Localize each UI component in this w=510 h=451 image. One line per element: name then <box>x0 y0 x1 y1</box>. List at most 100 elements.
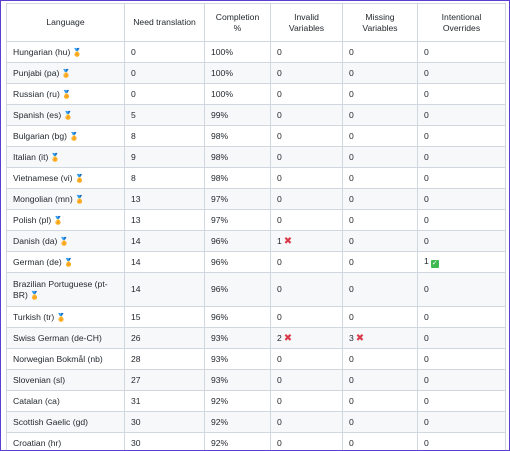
intentional-overrides-value: 0 <box>424 151 429 162</box>
column-header-missing-variables: Missing Variables <box>342 3 418 42</box>
medal-icon: 🏅 <box>72 47 83 57</box>
missing-variables-cell: 0 <box>342 306 418 328</box>
missing-variables-cell: 0 <box>342 167 418 189</box>
completion-value: 96% <box>211 311 229 322</box>
missing-variables-value: 0 <box>349 67 354 78</box>
completion-cell: 96% <box>204 306 271 328</box>
language-name: Italian (it) <box>13 151 49 162</box>
column-header-completion: Completion % <box>204 3 271 42</box>
cross-mark-icon: ✖ <box>355 332 365 344</box>
invalid-variables-value: 0 <box>277 437 282 448</box>
medal-icon: 🏅 <box>59 236 70 246</box>
invalid-variables-cell: 0 <box>270 390 343 412</box>
medal-icon: 🏅 <box>68 131 79 141</box>
table-row: Swiss German (de-CH) 26 93% 2 ✖ 3 ✖ 0 <box>6 327 506 349</box>
need-translation-cell: 30 <box>124 411 205 433</box>
language-name: Hungarian (hu) <box>13 46 71 57</box>
language-cell: Italian (it) 🏅 <box>6 146 125 168</box>
completion-cell: 92% <box>204 411 271 433</box>
need-translation-value: 31 <box>131 395 141 406</box>
need-translation-value: 8 <box>131 172 136 183</box>
table-row: Catalan (ca) 31 92% 0 0 0 <box>6 390 506 412</box>
invalid-variables-value: 0 <box>277 193 282 204</box>
invalid-variables-value: 0 <box>277 284 282 294</box>
completion-cell: 98% <box>204 125 271 147</box>
check-mark-icon: ✓ <box>430 260 439 268</box>
invalid-variables-cell: 0 <box>270 83 343 105</box>
table-row: Brazilian Portuguese (pt-BR) 🏅 14 96% 0 0 0 <box>6 272 506 307</box>
missing-variables-value: 0 <box>349 416 354 427</box>
intentional-overrides-value: 0 <box>424 67 429 78</box>
language-name: Croatian (hr) <box>13 437 62 448</box>
completion-cell: 98% <box>204 146 271 168</box>
need-translation-value: 26 <box>131 332 141 343</box>
intentional-overrides-value: 0 <box>424 172 429 183</box>
need-translation-value: 8 <box>131 130 136 141</box>
missing-variables-value: 0 <box>349 151 354 162</box>
invalid-variables-cell: 0 <box>270 272 343 307</box>
table-row: Norwegian Bokmål (nb) 28 93% 0 0 0 <box>6 348 506 370</box>
missing-variables-cell: 0 <box>342 369 418 391</box>
intentional-overrides-cell: 0 <box>417 272 506 307</box>
completion-value: 97% <box>211 214 229 225</box>
missing-variables-value: 0 <box>349 437 354 448</box>
language-cell: Danish (da) 🏅 <box>6 230 125 252</box>
table-row: Danish (da) 🏅 14 96% 1 ✖ 0 0 <box>6 230 506 252</box>
need-translation-cell: 13 <box>124 188 205 210</box>
invalid-variables-cell: 2 ✖ <box>270 327 343 349</box>
language-name: Spanish (es) <box>13 109 62 120</box>
language-cell: Scottish Gaelic (gd) <box>6 411 125 433</box>
language-cell: Russian (ru) 🏅 <box>6 83 125 105</box>
language-cell: Punjabi (pa) 🏅 <box>6 62 125 84</box>
language-cell: Spanish (es) 🏅 <box>6 104 125 126</box>
need-translation-value: 9 <box>131 151 136 162</box>
intentional-overrides-value: 0 <box>424 193 429 204</box>
language-cell: German (de) 🏅 <box>6 251 125 273</box>
invalid-variables-value: 2 <box>277 332 282 343</box>
translation-status-table: Language Need translation Completion % I… <box>6 3 506 450</box>
intentional-overrides-value: 0 <box>424 353 429 364</box>
intentional-overrides-value: 0 <box>424 214 429 225</box>
invalid-variables-cell: 0 <box>270 306 343 328</box>
missing-variables-value: 0 <box>349 395 354 406</box>
need-translation-cell: 9 <box>124 146 205 168</box>
missing-variables-value: 0 <box>349 214 354 225</box>
need-translation-cell: 0 <box>124 62 205 84</box>
medal-icon: 🏅 <box>63 257 74 267</box>
table-row: Punjabi (pa) 🏅 0 100% 0 0 0 <box>6 62 506 84</box>
completion-value: 98% <box>211 151 229 162</box>
cross-mark-icon: ✖ <box>283 235 293 247</box>
completion-cell: 93% <box>204 348 271 370</box>
table-row: Spanish (es) 🏅 5 99% 0 0 0 <box>6 104 506 126</box>
language-name: German (de) <box>13 256 62 267</box>
need-translation-cell: 14 <box>124 251 205 273</box>
invalid-variables-value: 0 <box>277 395 282 406</box>
language-name: Russian (ru) <box>13 88 60 99</box>
medal-icon: 🏅 <box>74 194 85 204</box>
missing-variables-value: 0 <box>349 88 354 99</box>
medal-icon: 🏅 <box>29 290 40 300</box>
intentional-overrides-cell: 0 <box>417 348 506 370</box>
language-cell: Catalan (ca) <box>6 390 125 412</box>
invalid-variables-cell: 0 <box>270 369 343 391</box>
intentional-overrides-cell: 0 <box>417 390 506 412</box>
table-row: Mongolian (mn) 🏅 13 97% 0 0 0 <box>6 188 506 210</box>
intentional-overrides-value: 0 <box>424 46 429 57</box>
completion-value: 100% <box>211 46 233 57</box>
completion-value: 93% <box>211 374 229 385</box>
completion-value: 92% <box>211 437 229 448</box>
language-name: Slovenian (sl) <box>13 374 66 385</box>
completion-cell: 100% <box>204 83 271 105</box>
invalid-variables-value: 1 <box>277 235 282 246</box>
intentional-overrides-value: 0 <box>424 109 429 120</box>
need-translation-cell: 15 <box>124 306 205 328</box>
missing-variables-value: 0 <box>349 311 354 322</box>
completion-cell: 100% <box>204 62 271 84</box>
column-header-invalid-variables: Invalid Variables <box>270 3 343 42</box>
column-header-language: Language <box>6 3 125 42</box>
completion-cell: 93% <box>204 327 271 349</box>
intentional-overrides-cell: 0 <box>417 83 506 105</box>
medal-icon: 🏅 <box>63 110 74 120</box>
missing-variables-value: 0 <box>349 46 354 57</box>
